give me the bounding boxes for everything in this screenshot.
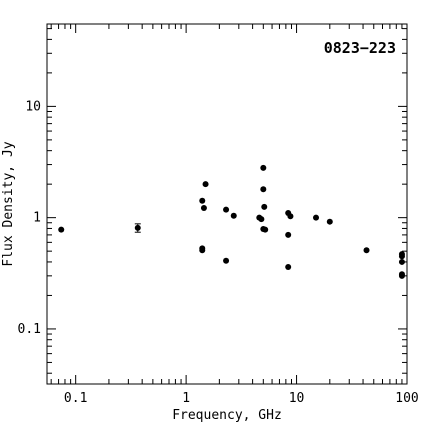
data-point — [398, 258, 405, 265]
tick-labels: 0.1 1 10 100 0.1 1 10 — [18, 99, 419, 406]
y-axis-label: Flux Density, Jy — [1, 141, 16, 266]
data-point — [398, 272, 405, 279]
data-point — [285, 231, 292, 238]
x-tick-label: 100 — [395, 391, 418, 406]
data-point — [223, 206, 230, 213]
x-tick-label: 0.1 — [64, 391, 87, 406]
x-tick-label: 1 — [182, 391, 190, 406]
plot-frame — [46, 23, 408, 385]
axis-ticks — [47, 24, 408, 384]
data-point — [287, 213, 294, 220]
data-point — [58, 226, 65, 233]
data-point — [398, 253, 405, 260]
data-point — [200, 205, 207, 212]
data-point — [261, 203, 268, 210]
data-points — [58, 164, 405, 279]
data-point — [258, 216, 265, 223]
data-point — [223, 257, 230, 264]
data-point — [285, 264, 292, 271]
data-point — [230, 212, 237, 219]
x-axis-label: Frequency, GHz — [172, 408, 282, 423]
y-tick-label: 1 — [33, 211, 41, 226]
data-point — [260, 164, 267, 171]
data-point — [363, 247, 370, 254]
data-point — [199, 247, 206, 254]
data-point — [326, 218, 333, 225]
data-point — [260, 186, 267, 193]
chart-title: 0823−223 — [324, 39, 396, 57]
data-point — [134, 224, 141, 231]
data-point — [202, 181, 209, 188]
data-point — [262, 226, 269, 233]
data-point — [313, 214, 320, 221]
data-point — [199, 197, 206, 204]
y-tick-label: 0.1 — [18, 322, 41, 337]
y-tick-label: 10 — [25, 99, 41, 114]
x-tick-label: 10 — [289, 391, 305, 406]
